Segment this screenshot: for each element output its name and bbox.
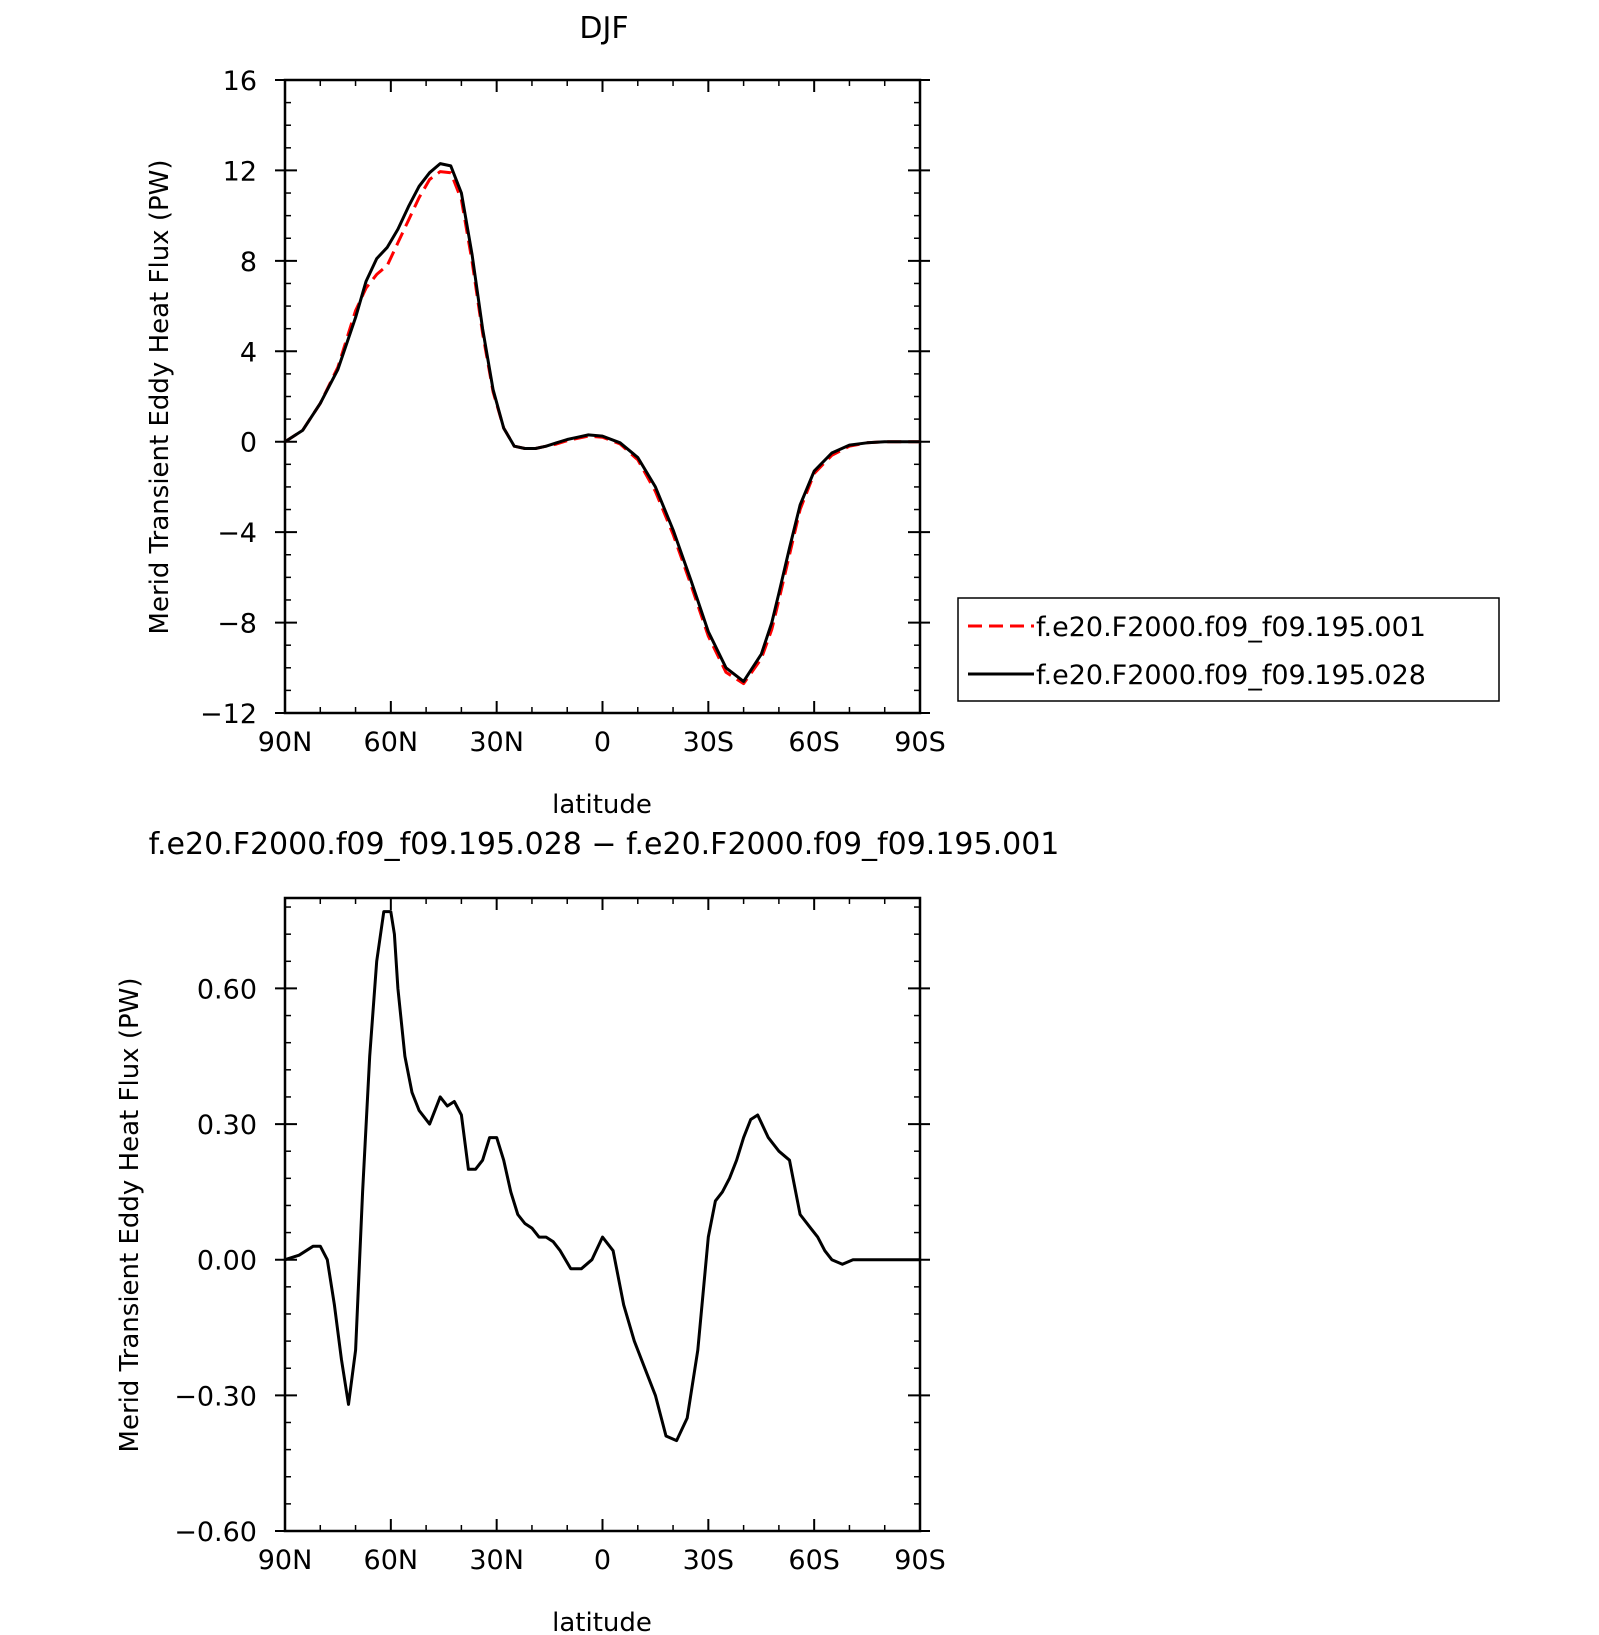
- top-plot-frame: [283, 78, 922, 715]
- top-y-tick-labels: 16 12 8 4 0 −4 −8 −12: [200, 66, 257, 730]
- x-tick-label: 30N: [469, 1545, 524, 1576]
- top-series-line-1: [284, 170, 920, 686]
- top-y-axis-title: Merid Transient Eddy Heat Flux (PW): [145, 160, 175, 635]
- top-x-tick-labels: 90N 60N 30N 0 30S 60S 90S: [258, 727, 946, 758]
- legend-box: [957, 597, 1500, 702]
- x-tick-label: 60N: [364, 1545, 419, 1576]
- y-tick-label: 0.60: [197, 974, 257, 1005]
- bottom-series-line-1: [283, 910, 922, 1443]
- x-tick-label: 90S: [894, 727, 946, 758]
- y-tick-label: 0.00: [197, 1246, 257, 1277]
- x-tick-label: 30S: [683, 727, 735, 758]
- y-tick-label: −0.60: [174, 1517, 257, 1548]
- legend-label-series-1: f.e20.F2000.f09_f09.195.001: [1036, 612, 1426, 643]
- y-tick-label: 16: [223, 66, 257, 97]
- x-tick-label: 90N: [258, 727, 313, 758]
- top-axis-ticks: [275, 79, 930, 714]
- y-tick-label: 0: [240, 428, 257, 459]
- legend: f.e20.F2000.f09_f09.195.001 f.e20.F2000.…: [957, 597, 1500, 702]
- bottom-panel: f.e20.F2000.f09_f09.195.028 − f.e20.F200…: [115, 827, 1059, 1635]
- bottom-plot-title: f.e20.F2000.f09_f09.195.028 − f.e20.F200…: [149, 827, 1060, 862]
- bottom-axis-ticks: [275, 898, 930, 1532]
- bottom-x-axis-title: latitude: [552, 1608, 652, 1635]
- legend-label-series-2: f.e20.F2000.f09_f09.195.028: [1036, 660, 1426, 691]
- x-tick-label: 60S: [788, 1545, 840, 1576]
- top-x-axis-title: latitude: [552, 790, 652, 820]
- bottom-y-tick-labels: 0.60 0.30 0.00 −0.30 −0.60: [174, 974, 257, 1548]
- x-tick-label: 0: [594, 1545, 611, 1576]
- x-tick-label: 0: [594, 727, 611, 758]
- bottom-plot-frame: [283, 896, 922, 1533]
- bottom-x-tick-labels: 90N 60N 30N 0 30S 60S 90S: [258, 1545, 946, 1576]
- bottom-series-lines: [283, 910, 922, 1443]
- x-tick-label: 30S: [683, 1545, 735, 1576]
- y-tick-label: −12: [200, 699, 257, 730]
- y-tick-label: −0.30: [174, 1381, 257, 1412]
- bottom-y-axis-title: Merid Transient Eddy Heat Flux (PW): [115, 978, 145, 1453]
- top-series-lines: [283, 162, 922, 686]
- top-plot-title: DJF: [579, 11, 628, 46]
- x-tick-label: 90N: [258, 1545, 313, 1576]
- y-tick-label: 8: [240, 247, 257, 278]
- x-tick-label: 90S: [894, 1545, 946, 1576]
- x-tick-label: 60S: [788, 727, 840, 758]
- y-tick-label: −8: [217, 609, 257, 640]
- y-tick-label: −4: [217, 518, 257, 549]
- y-tick-label: 4: [240, 337, 257, 368]
- y-tick-label: 12: [223, 156, 257, 187]
- x-tick-label: 60N: [364, 727, 419, 758]
- top-panel: DJF 90N 60N 30N 0 30S 60S 90S 16 12 8 4 0 −4 −8 −12 l…: [145, 11, 1500, 820]
- y-tick-label: 0.30: [197, 1110, 257, 1141]
- top-series-line-2: [283, 162, 922, 683]
- x-tick-label: 30N: [469, 727, 524, 758]
